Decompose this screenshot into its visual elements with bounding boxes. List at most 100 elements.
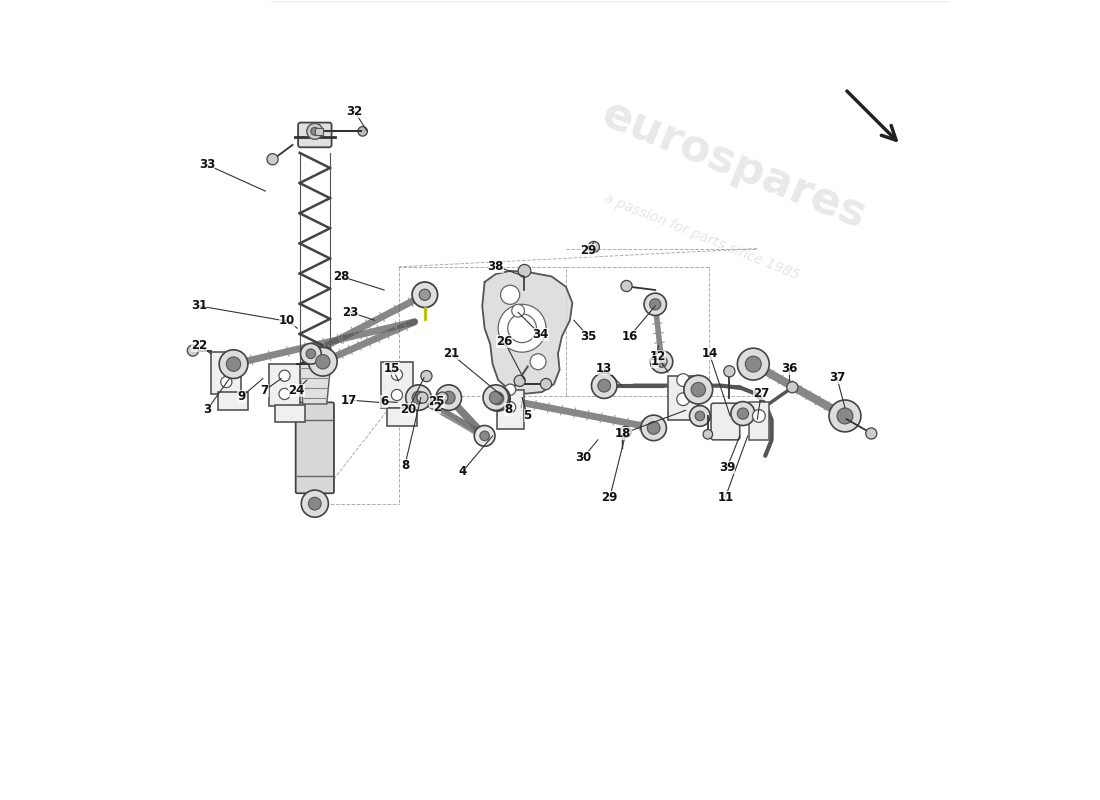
Text: 32: 32 [346, 105, 363, 118]
Circle shape [406, 385, 431, 410]
Circle shape [187, 345, 198, 356]
Circle shape [498, 304, 546, 352]
Circle shape [221, 358, 232, 370]
Text: 39: 39 [718, 462, 735, 474]
Circle shape [786, 382, 798, 393]
Text: 6: 6 [381, 395, 388, 408]
Circle shape [483, 385, 508, 410]
Circle shape [308, 347, 337, 376]
Circle shape [588, 242, 600, 253]
Text: 27: 27 [754, 387, 769, 400]
Text: 26: 26 [496, 335, 513, 348]
Text: 20: 20 [400, 403, 416, 416]
Circle shape [621, 281, 632, 291]
Circle shape [837, 408, 852, 424]
Circle shape [437, 392, 448, 403]
Circle shape [485, 386, 510, 411]
Circle shape [421, 370, 432, 382]
Circle shape [703, 430, 713, 439]
Text: 25: 25 [429, 395, 446, 408]
Text: eurospares: eurospares [595, 92, 872, 238]
Circle shape [650, 298, 661, 310]
FancyBboxPatch shape [711, 403, 739, 440]
Circle shape [500, 285, 519, 304]
Text: 22: 22 [191, 339, 207, 352]
Circle shape [691, 382, 705, 397]
Bar [270, 364, 299, 406]
Text: 18: 18 [615, 427, 631, 440]
Circle shape [620, 426, 631, 438]
Circle shape [866, 428, 877, 439]
Text: 8: 8 [505, 403, 513, 416]
Circle shape [530, 354, 546, 370]
Text: 35: 35 [580, 330, 596, 342]
Text: 2: 2 [432, 402, 441, 414]
Circle shape [724, 366, 735, 377]
Circle shape [419, 289, 430, 300]
Circle shape [279, 370, 290, 382]
Circle shape [307, 123, 322, 139]
Bar [496, 390, 525, 429]
Circle shape [279, 388, 290, 399]
Bar [386, 408, 417, 426]
Polygon shape [299, 364, 331, 404]
Circle shape [641, 415, 667, 441]
Circle shape [829, 400, 861, 432]
Circle shape [392, 369, 403, 380]
FancyBboxPatch shape [296, 402, 334, 494]
Circle shape [311, 127, 319, 135]
Text: 11: 11 [717, 490, 734, 504]
Circle shape [474, 426, 495, 446]
Text: 1: 1 [651, 355, 659, 368]
Circle shape [732, 402, 755, 426]
Text: 31: 31 [191, 299, 207, 313]
Bar [315, 128, 322, 134]
Text: 33: 33 [199, 158, 216, 171]
Text: 7: 7 [261, 384, 268, 397]
Bar [211, 352, 242, 394]
Text: 16: 16 [621, 330, 638, 342]
Circle shape [512, 304, 525, 317]
Circle shape [221, 377, 232, 387]
Text: 4: 4 [459, 466, 466, 478]
Text: 30: 30 [575, 451, 592, 464]
Circle shape [306, 349, 316, 358]
Text: 34: 34 [532, 328, 549, 341]
Circle shape [491, 392, 504, 405]
Circle shape [518, 265, 531, 278]
FancyBboxPatch shape [298, 122, 331, 147]
Circle shape [737, 408, 748, 419]
Circle shape [676, 374, 690, 386]
Bar [381, 362, 412, 408]
Circle shape [417, 392, 428, 403]
Circle shape [514, 375, 526, 386]
Circle shape [676, 393, 690, 406]
Text: 10: 10 [278, 314, 295, 326]
Circle shape [490, 391, 503, 404]
Circle shape [540, 378, 551, 390]
Circle shape [480, 431, 490, 441]
Circle shape [412, 391, 425, 404]
Circle shape [752, 410, 766, 422]
Bar [218, 392, 248, 410]
Text: 38: 38 [487, 259, 504, 273]
Circle shape [227, 357, 241, 371]
Circle shape [412, 282, 438, 307]
Circle shape [300, 343, 321, 364]
Circle shape [645, 293, 667, 315]
Bar [749, 402, 769, 440]
Text: 13: 13 [596, 362, 613, 374]
Circle shape [684, 375, 713, 404]
Text: 28: 28 [333, 270, 350, 283]
Text: 29: 29 [602, 490, 618, 504]
Circle shape [690, 406, 711, 426]
Circle shape [746, 356, 761, 372]
Circle shape [656, 356, 668, 367]
Polygon shape [482, 271, 572, 394]
Text: 29: 29 [580, 244, 596, 257]
Circle shape [592, 373, 617, 398]
Text: 12: 12 [649, 350, 666, 362]
Circle shape [650, 350, 673, 373]
Circle shape [301, 490, 329, 517]
Circle shape [267, 154, 278, 165]
